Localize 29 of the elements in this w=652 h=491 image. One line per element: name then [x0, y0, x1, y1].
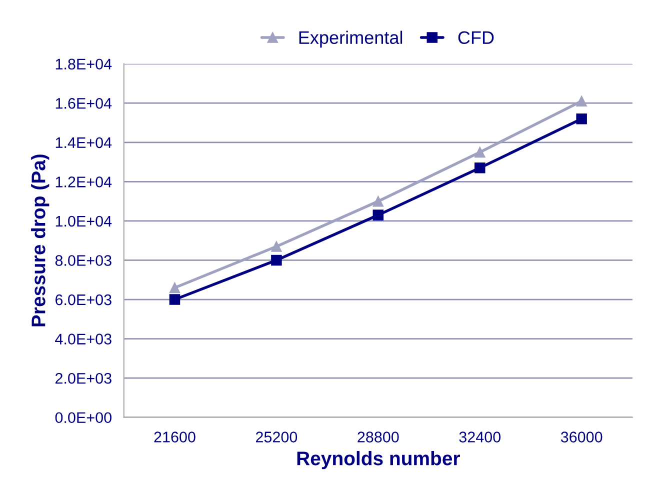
- point: [372, 196, 384, 207]
- y-tick-label: 1.0E+04: [56, 216, 112, 227]
- y-tick-label: 8.0E+03: [55, 255, 112, 266]
- point: [169, 282, 180, 294]
- x-tick-label: 36000: [560, 432, 602, 442]
- point: [169, 294, 180, 305]
- y-tick-label: 6.0E+03: [56, 294, 112, 306]
- point: [576, 96, 587, 107]
- x-tick-label: 32400: [459, 432, 501, 442]
- x-axis-title: Reynolds number: [297, 451, 460, 470]
- y-tick-label: 1.4E+04: [56, 137, 112, 148]
- y-tick-label: 2.0E+03: [56, 372, 112, 384]
- y-tick-label: 1.2E+04: [56, 176, 112, 188]
- point: [474, 162, 486, 174]
- y-tick-label: 1.8E+04: [56, 58, 112, 70]
- x-tick-label: 25200: [256, 432, 298, 442]
- y-tick-label: 1.6E+04: [56, 98, 112, 109]
- y-axis-title: Pressure drop (Pa): [31, 154, 50, 326]
- point: [271, 254, 282, 266]
- y-tick-label: 4.0E+03: [55, 334, 112, 344]
- point: [474, 146, 486, 158]
- x-tick-label: 21600: [154, 432, 196, 442]
- point: [271, 241, 282, 252]
- legend-label: Experimental: [299, 30, 402, 48]
- x-tick-label: 28800: [358, 432, 399, 442]
- legend-label: CFD: [458, 31, 494, 44]
- y-tick-label: 0.0E+00: [55, 412, 112, 424]
- point: [372, 210, 384, 220]
- point: [576, 113, 587, 124]
